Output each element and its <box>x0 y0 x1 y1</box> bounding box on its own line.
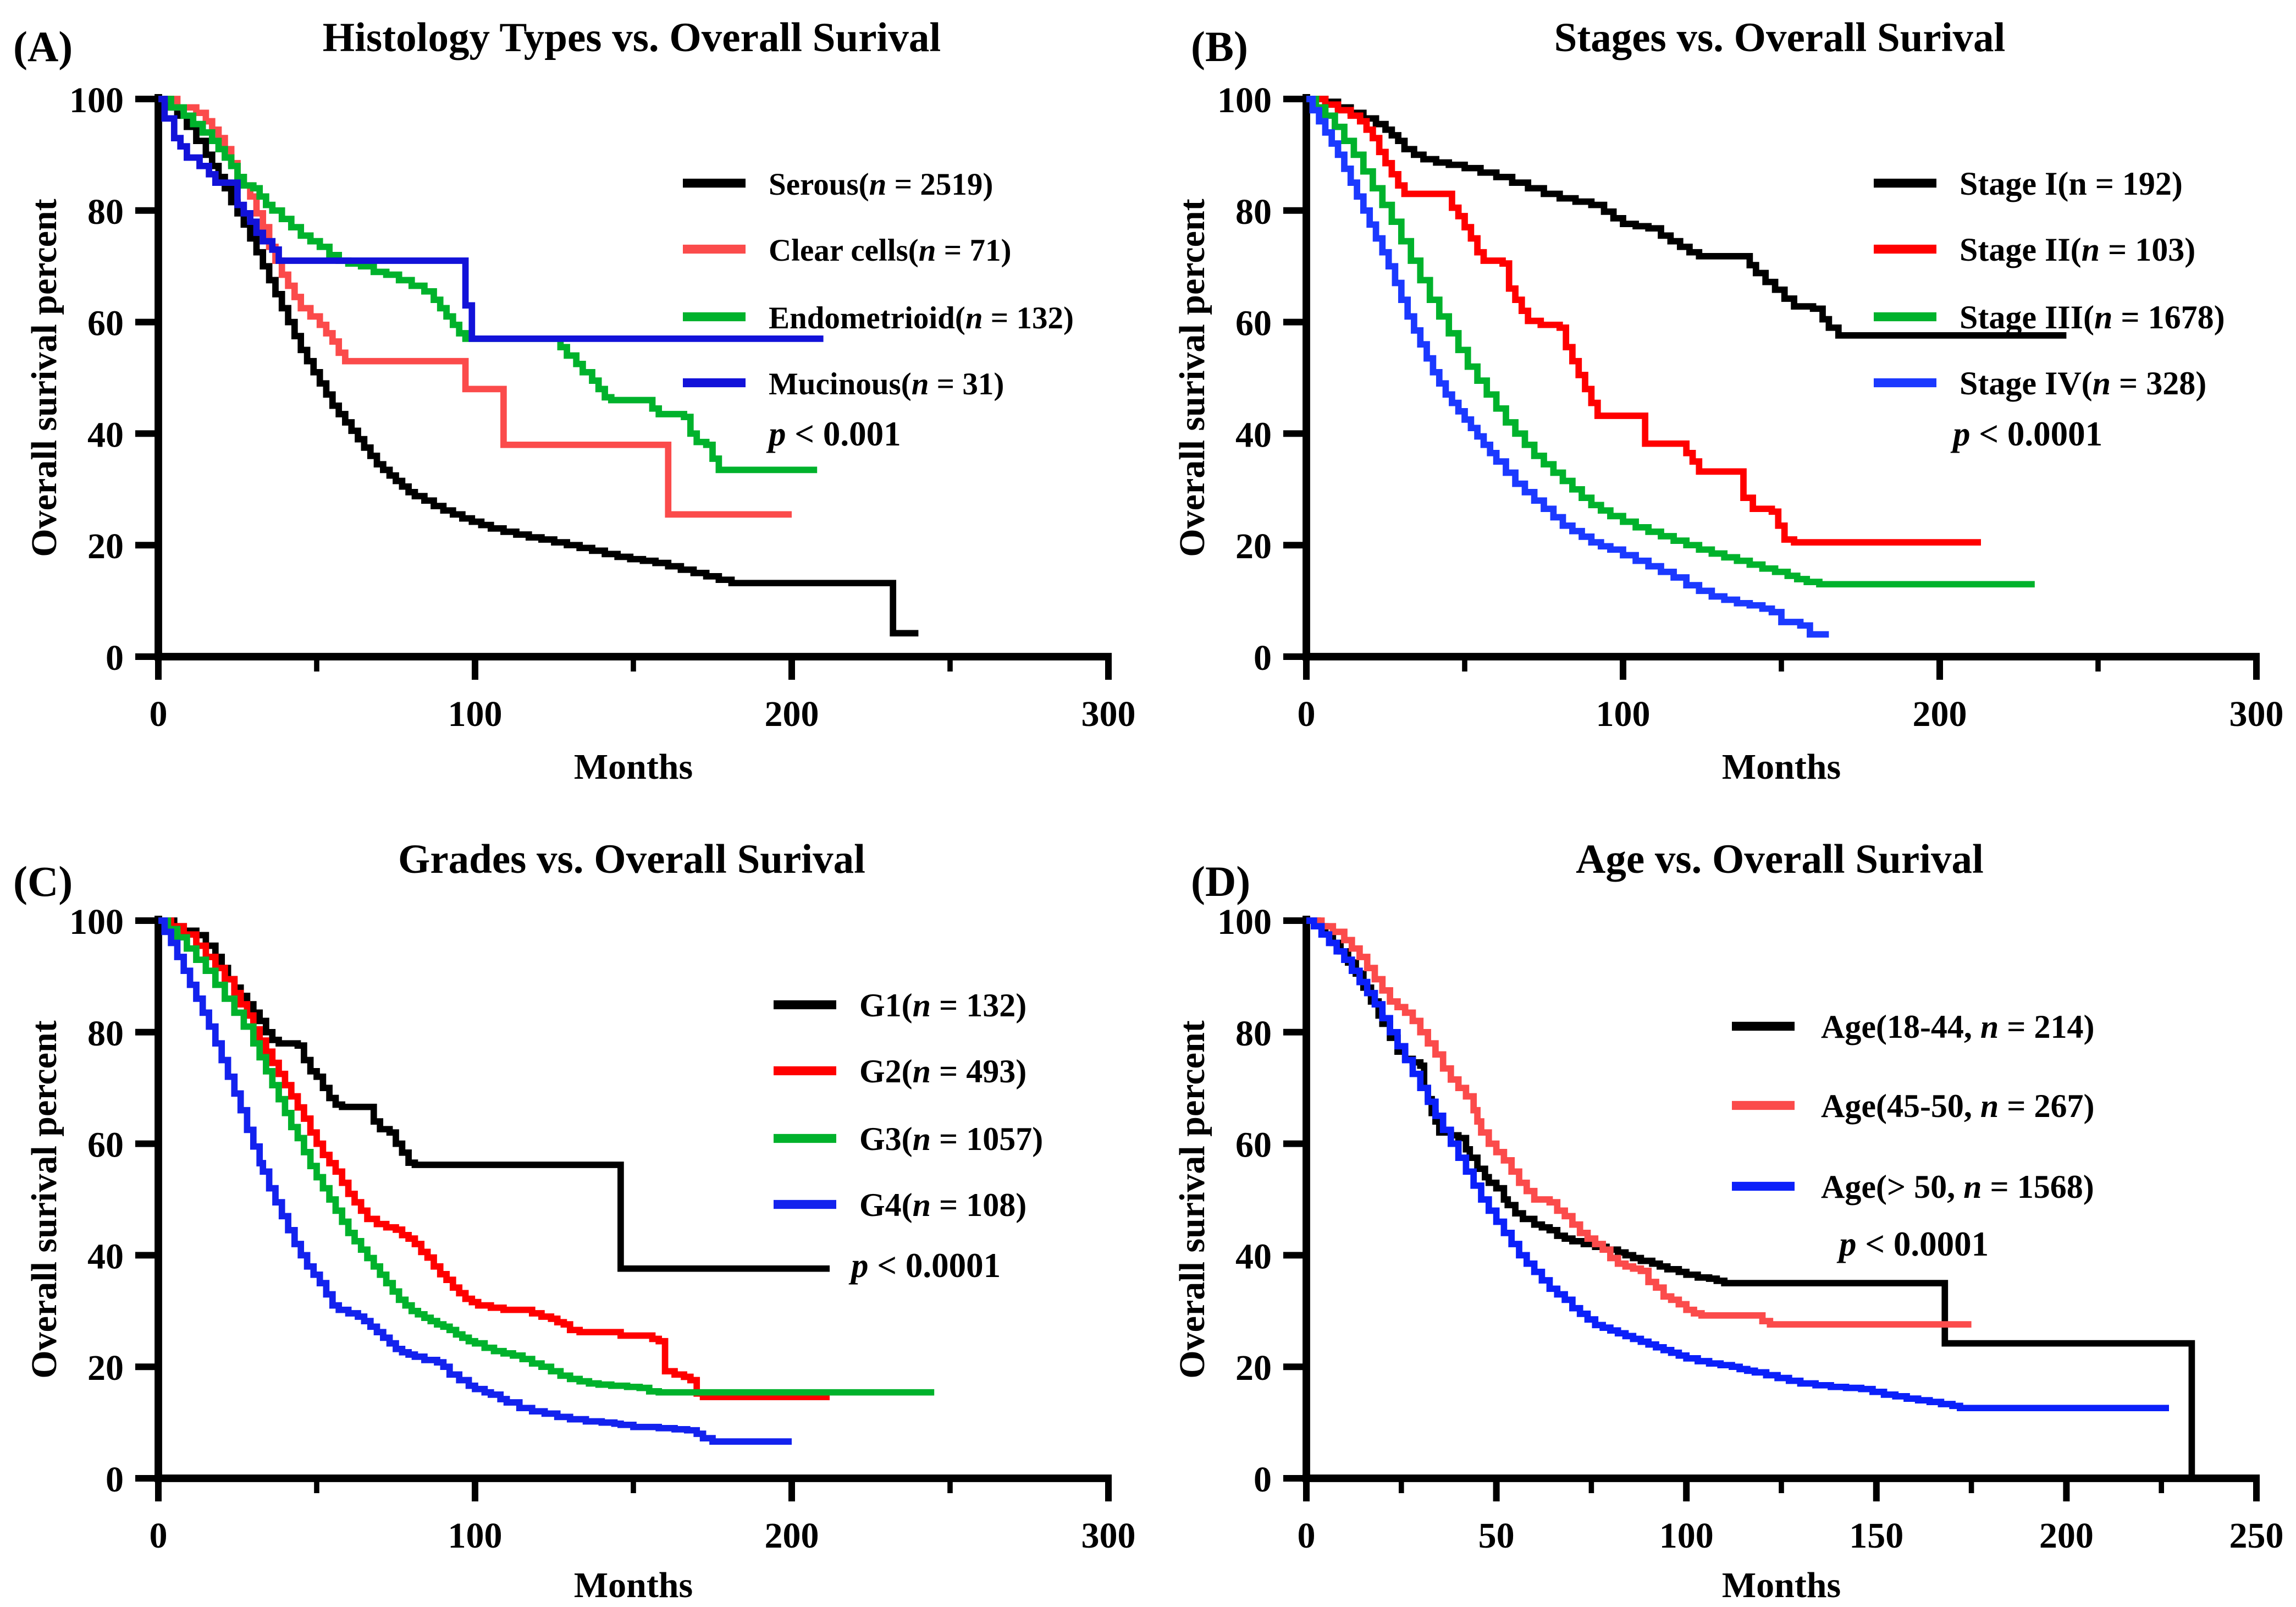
panel-d-title: Age vs. Overall Surival <box>1576 838 1984 883</box>
y-tick-label: 100 <box>1217 902 1272 942</box>
panel-c-plot: 0 20 40 60 80 100 0 100 200 300 G1(n = 132) G2(n = … <box>69 902 1136 1556</box>
legend-label-mucinous: Mucinous(n = 31) <box>769 367 1004 401</box>
panel-c-x-axis-label: Months <box>573 1564 693 1605</box>
y-tick-label: 0 <box>106 638 124 678</box>
x-tick-label: 200 <box>1913 694 1967 734</box>
x-tick-label: 100 <box>448 694 503 734</box>
legend-label-stage-4: Stage IV(n = 328) <box>1960 365 2206 401</box>
legend-label-g1: G1(n = 132) <box>859 987 1026 1023</box>
legend-label-age-18-44: Age(18-44, n = 214) <box>1821 1009 2094 1045</box>
legend-label-clear-cells: Clear cells(n = 71) <box>769 233 1011 268</box>
y-tick-label: 20 <box>1235 526 1272 566</box>
y-tick-label: 40 <box>87 415 124 455</box>
legend-label-age-over-50: Age(> 50, n = 1568) <box>1821 1169 2094 1205</box>
panel-d: (D) Age vs. Overall Surival Overall suri… <box>1148 799 2296 1605</box>
y-tick-label: 20 <box>87 1348 124 1388</box>
panel-c-letter: (C) <box>13 858 73 906</box>
x-tick-label: 250 <box>2229 1516 2284 1556</box>
x-tick-label: 0 <box>1298 1516 1316 1556</box>
panel-b-x-axis-label: Months <box>1721 746 1841 787</box>
survival-curve-endometrioid <box>158 96 818 474</box>
survival-curve-mucinous <box>158 96 824 342</box>
y-tick-label: 40 <box>1235 1236 1272 1276</box>
x-tick-label: 300 <box>1081 1516 1136 1556</box>
legend-label-g4: G4(n = 108) <box>859 1187 1026 1223</box>
panel-a-plot: 0 20 40 60 80 100 0 100 200 300 Serous(n = 2519) Cl… <box>69 80 1136 734</box>
x-tick-label: 200 <box>765 694 819 734</box>
y-tick-label: 80 <box>1235 192 1272 232</box>
survival-curve-g3 <box>158 917 935 1396</box>
x-tick-label: 0 <box>150 1516 168 1556</box>
y-tick-label: 0 <box>1254 638 1272 678</box>
survival-curve-stage-1 <box>1306 96 2067 339</box>
x-tick-label: 0 <box>150 694 168 734</box>
x-tick-label: 150 <box>1849 1516 1903 1556</box>
y-tick-label: 60 <box>87 1125 124 1165</box>
y-tick-label: 60 <box>87 304 124 344</box>
p-value-label: p < 0.0001 <box>1836 1225 1989 1263</box>
x-tick-label: 100 <box>448 1516 503 1556</box>
panel-d-x-axis-label: Months <box>1721 1564 1841 1605</box>
panel-c-title: Grades vs. Overall Surival <box>398 838 865 883</box>
x-tick-label: 200 <box>2039 1516 2094 1556</box>
panel-a: (A) Histology Types vs. Overall Surival … <box>0 0 1148 799</box>
survival-curve-g1 <box>158 917 830 1272</box>
legend-label-stage-2: Stage II(n = 103) <box>1960 232 2195 268</box>
survival-curve-g4 <box>158 917 792 1445</box>
x-tick-label: 0 <box>1298 694 1316 734</box>
x-tick-label: 100 <box>1596 694 1651 734</box>
panel-b-title: Stages vs. Overall Surival <box>1554 16 2006 61</box>
y-tick-label: 80 <box>87 1014 124 1054</box>
panel-d-letter: (D) <box>1191 858 1251 906</box>
legend-label-age-45-50: Age(45-50, n = 267) <box>1821 1088 2094 1124</box>
panel-a-x-axis-label: Months <box>573 746 693 787</box>
y-tick-label: 60 <box>1235 304 1272 344</box>
legend-label-stage-1: Stage I(n = 192) <box>1960 166 2183 202</box>
y-tick-label: 80 <box>87 192 124 232</box>
panel-b-letter: (B) <box>1191 23 1249 71</box>
legend-label-g2: G2(n = 493) <box>859 1053 1026 1089</box>
y-tick-label: 40 <box>1235 415 1272 455</box>
x-tick-label: 100 <box>1659 1516 1714 1556</box>
p-value-label: p < 0.0001 <box>1950 415 2102 453</box>
y-tick-label: 100 <box>69 80 124 120</box>
x-tick-label: 50 <box>1478 1516 1515 1556</box>
legend-label-serous: Serous(n = 2519) <box>769 167 993 202</box>
p-value-label: p < 0.001 <box>766 415 901 453</box>
x-tick-label: 300 <box>1081 694 1136 734</box>
y-tick-label: 0 <box>1254 1460 1272 1500</box>
y-tick-label: 80 <box>1235 1014 1272 1054</box>
y-tick-label: 100 <box>69 902 124 942</box>
survival-curve-age-over-50 <box>1306 917 2169 1412</box>
y-tick-label: 100 <box>1217 80 1272 120</box>
legend-label-endometrioid: Endometrioid(n = 132) <box>769 301 1074 335</box>
survival-curve-stage-2 <box>1306 96 1981 546</box>
y-tick-label: 60 <box>1235 1125 1272 1165</box>
y-tick-label: 0 <box>106 1460 124 1500</box>
p-value-label: p < 0.0001 <box>848 1246 1001 1285</box>
y-tick-label: 20 <box>87 526 124 566</box>
legend-label-g3: G3(n = 1057) <box>859 1121 1043 1157</box>
survival-curve-age-45-50 <box>1306 917 1972 1328</box>
panel-c: (C) Grades vs. Overall Surival Overall s… <box>0 799 1148 1605</box>
survival-curve-stage-3 <box>1306 96 2035 588</box>
y-tick-label: 20 <box>1235 1348 1272 1388</box>
panel-d-plot: 0 20 40 60 80 100 0 50 100 150 200 250 Age(18-44, n … <box>1217 902 2284 1556</box>
x-tick-label: 300 <box>2229 694 2284 734</box>
x-tick-label: 200 <box>765 1516 819 1556</box>
panel-a-title: Histology Types vs. Overall Surival <box>322 16 941 61</box>
panel-a-letter: (A) <box>13 23 73 71</box>
panel-b: (B) Stages vs. Overall Surival Overall s… <box>1148 0 2296 799</box>
survival-curve-stage-4 <box>1306 96 1829 638</box>
survival-curve-g2 <box>158 917 830 1400</box>
panel-b-plot: 0 20 40 60 80 100 0 100 200 300 Stage I(n = 192) St… <box>1217 80 2284 734</box>
y-tick-label: 40 <box>87 1236 124 1276</box>
legend-label-stage-3: Stage III(n = 1678) <box>1960 299 2225 335</box>
